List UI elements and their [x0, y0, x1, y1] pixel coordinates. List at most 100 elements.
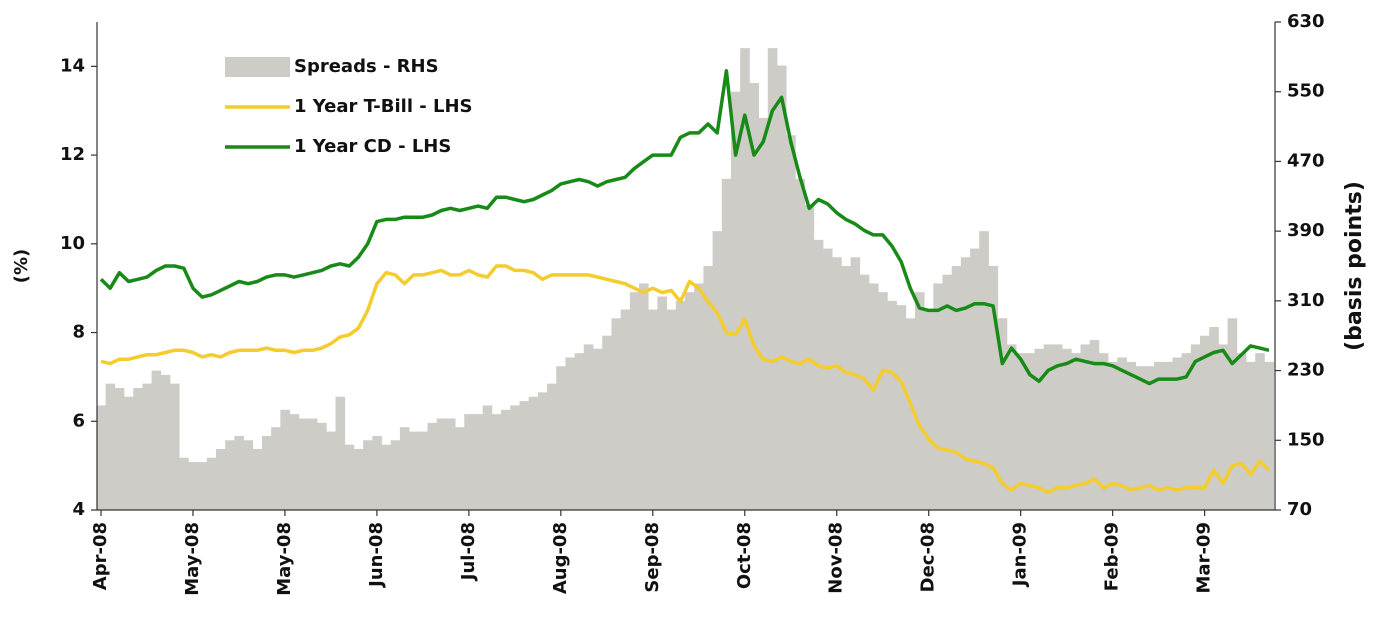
bar: [887, 300, 897, 510]
bar: [105, 383, 116, 510]
bar: [896, 305, 907, 510]
x-tick-label: May-08: [182, 522, 203, 596]
bar: [188, 462, 198, 510]
bar: [1135, 366, 1146, 510]
bar: [979, 231, 989, 510]
bar: [703, 266, 713, 510]
bar: [1025, 353, 1035, 510]
bar: [583, 344, 594, 510]
x-tick-label: Mar-09: [1194, 522, 1215, 593]
bar: [1163, 361, 1173, 510]
bar: [639, 283, 649, 510]
bar: [1200, 335, 1210, 510]
bar: [344, 444, 355, 510]
x-tick-label: Sep-08: [642, 522, 663, 593]
bar: [611, 318, 622, 510]
bar: [593, 348, 603, 510]
bar: [970, 248, 980, 511]
bar: [914, 292, 925, 510]
bar: [694, 283, 704, 510]
x-tick-label: Jul-08: [458, 522, 479, 582]
bar: [482, 405, 493, 510]
y-tick-label: 10: [60, 233, 85, 254]
bar: [1264, 361, 1274, 510]
bar: [602, 335, 612, 510]
bar: [1126, 361, 1137, 510]
bar: [832, 257, 842, 510]
bar: [501, 409, 511, 510]
y-tick-label: 14: [60, 55, 85, 76]
bar: [1034, 348, 1045, 510]
bar: [225, 440, 235, 510]
bar: [1190, 344, 1201, 510]
bar: [1052, 344, 1063, 510]
bar: [114, 388, 125, 510]
bar: [1154, 361, 1164, 510]
y-tick-label: 4: [72, 499, 85, 520]
bar: [142, 383, 152, 510]
bar: [464, 414, 474, 510]
bar: [730, 91, 741, 510]
bar: [1080, 344, 1091, 510]
bar: [169, 383, 180, 510]
bar: [353, 449, 364, 510]
bar: [271, 427, 281, 510]
bar: [960, 257, 971, 510]
bar: [878, 292, 888, 510]
bar: [151, 370, 162, 510]
bar: [298, 418, 309, 510]
bar: [1043, 344, 1054, 510]
y2-tick-label: 150: [1287, 429, 1325, 450]
bar: [261, 435, 272, 510]
bar: [510, 405, 520, 510]
x-tick-label: Aug-08: [550, 522, 571, 594]
legend-label: 1 Year T-Bill - LHS: [294, 96, 473, 117]
bar: [234, 435, 244, 510]
bar: [363, 440, 373, 510]
bar: [160, 374, 171, 510]
x-tick-label: Jun-08: [366, 522, 387, 589]
bar: [841, 266, 851, 510]
bar: [657, 296, 668, 510]
bar: [280, 409, 290, 510]
bar: [556, 366, 566, 510]
bar: [528, 396, 539, 510]
bar: [1117, 357, 1127, 510]
y2-tick-label: 70: [1287, 499, 1312, 520]
legend-label: 1 Year CD - LHS: [294, 136, 451, 157]
y2-tick-label: 630: [1287, 11, 1325, 32]
bar: [997, 318, 1008, 510]
x-tick-label: Apr-08: [90, 522, 111, 590]
bar: [1236, 353, 1247, 510]
x-tick-label: May-08: [274, 522, 295, 596]
y2-tick-label: 390: [1287, 220, 1325, 241]
bar: [491, 414, 502, 510]
bar: [813, 239, 824, 510]
bar: [1098, 353, 1109, 510]
bar: [381, 444, 392, 510]
bar: [776, 65, 787, 511]
y-tick-label: 6: [72, 410, 85, 431]
bar: [675, 300, 686, 510]
bar: [1227, 318, 1238, 510]
y-axis-label: (%): [11, 249, 32, 284]
bar: [473, 414, 484, 510]
bar: [409, 431, 419, 510]
bar: [326, 431, 336, 510]
bar: [1089, 340, 1100, 510]
bar: [445, 418, 456, 510]
bar: [1006, 344, 1017, 510]
legend-swatch: [225, 57, 290, 77]
bar: [574, 353, 585, 510]
bar: [455, 427, 465, 510]
bar: [905, 318, 916, 510]
bar: [942, 274, 953, 510]
bar: [243, 440, 254, 510]
y2-tick-label: 230: [1287, 360, 1325, 381]
x-tick-label: Oct-08: [734, 522, 755, 589]
bar: [1255, 353, 1265, 510]
bar: [1071, 353, 1081, 510]
x-tick-label: Jan-09: [1010, 522, 1031, 588]
bar: [519, 401, 530, 510]
bar: [1209, 327, 1219, 510]
